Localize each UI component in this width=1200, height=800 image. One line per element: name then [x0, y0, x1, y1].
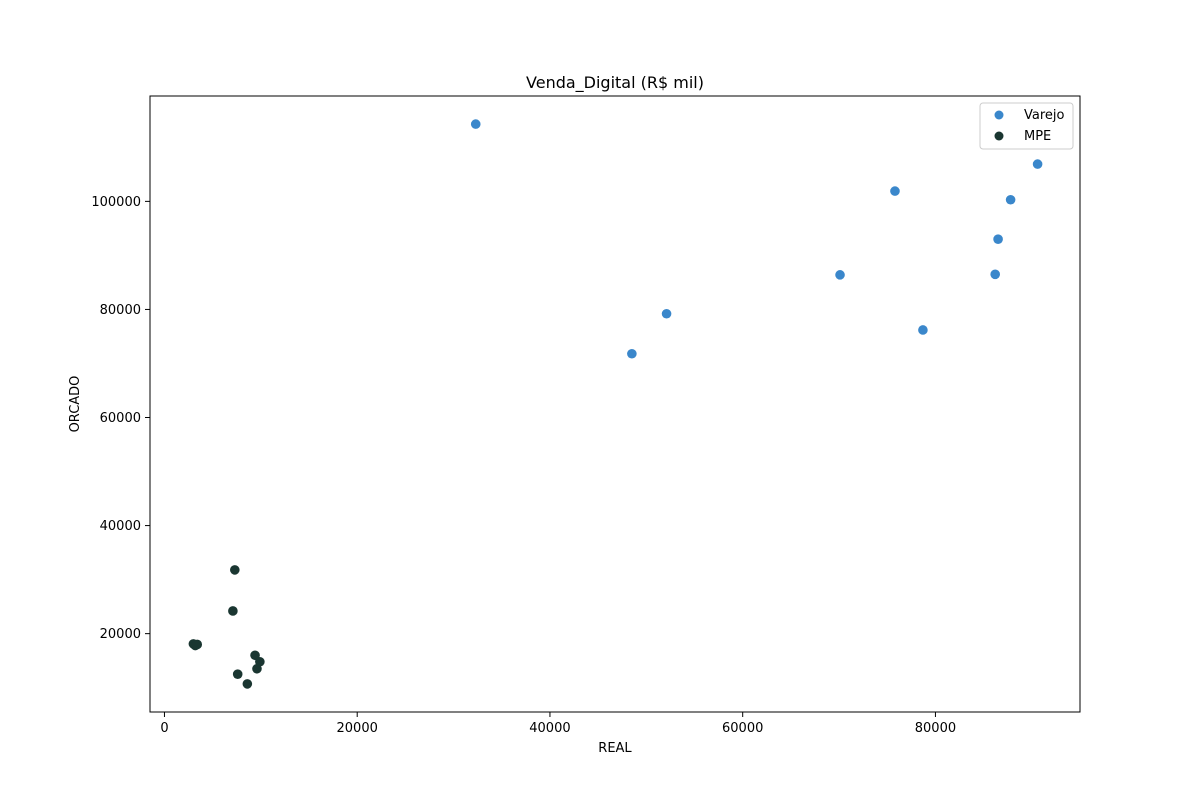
point-varejo [993, 234, 1003, 244]
point-mpe [232, 669, 243, 679]
series-mpe [188, 565, 265, 689]
point-varejo [890, 186, 900, 196]
x-tick-label: 60000 [722, 721, 763, 736]
legend-label-varejo: Varejo [1024, 108, 1065, 123]
x-tick-label: 40000 [529, 721, 570, 736]
y-tick-label: 80000 [100, 303, 141, 318]
point-mpe [192, 639, 203, 650]
point-varejo [918, 325, 928, 335]
point-mpe [230, 565, 240, 575]
legend-marker-mpe [994, 131, 1004, 141]
point-varejo [1005, 194, 1016, 205]
x-axis: 0 20000 40000 60000 80000 [160, 712, 956, 736]
point-varejo [661, 308, 672, 319]
series-varejo [470, 119, 1043, 359]
data-points [188, 119, 1043, 689]
point-mpe [228, 606, 238, 616]
x-tick-label: 80000 [915, 721, 956, 736]
legend-label-mpe: MPE [1024, 129, 1051, 144]
x-tick-label: 20000 [337, 721, 378, 736]
point-mpe [255, 656, 265, 667]
y-tick-label: 60000 [100, 411, 141, 426]
point-varejo [1032, 159, 1043, 169]
legend-marker-varejo [994, 110, 1004, 120]
y-axis: 20000 40000 60000 80000 100000 [91, 195, 150, 642]
point-varejo [627, 348, 637, 359]
x-axis-label: REAL [598, 741, 632, 756]
point-varejo [470, 119, 481, 129]
point-varejo [835, 270, 845, 280]
plot-area-frame [149, 95, 1081, 713]
x-tick-label: 0 [160, 721, 168, 736]
y-tick-label: 20000 [100, 627, 141, 642]
point-mpe [242, 679, 253, 689]
point-varejo [990, 269, 1000, 280]
y-axis-label: ORCADO [68, 376, 83, 433]
chart-title: Venda_Digital (R$ mil) [526, 73, 704, 93]
legend: Varejo MPE [979, 102, 1074, 150]
y-tick-label: 40000 [100, 519, 141, 534]
y-tick-label: 100000 [91, 195, 141, 210]
